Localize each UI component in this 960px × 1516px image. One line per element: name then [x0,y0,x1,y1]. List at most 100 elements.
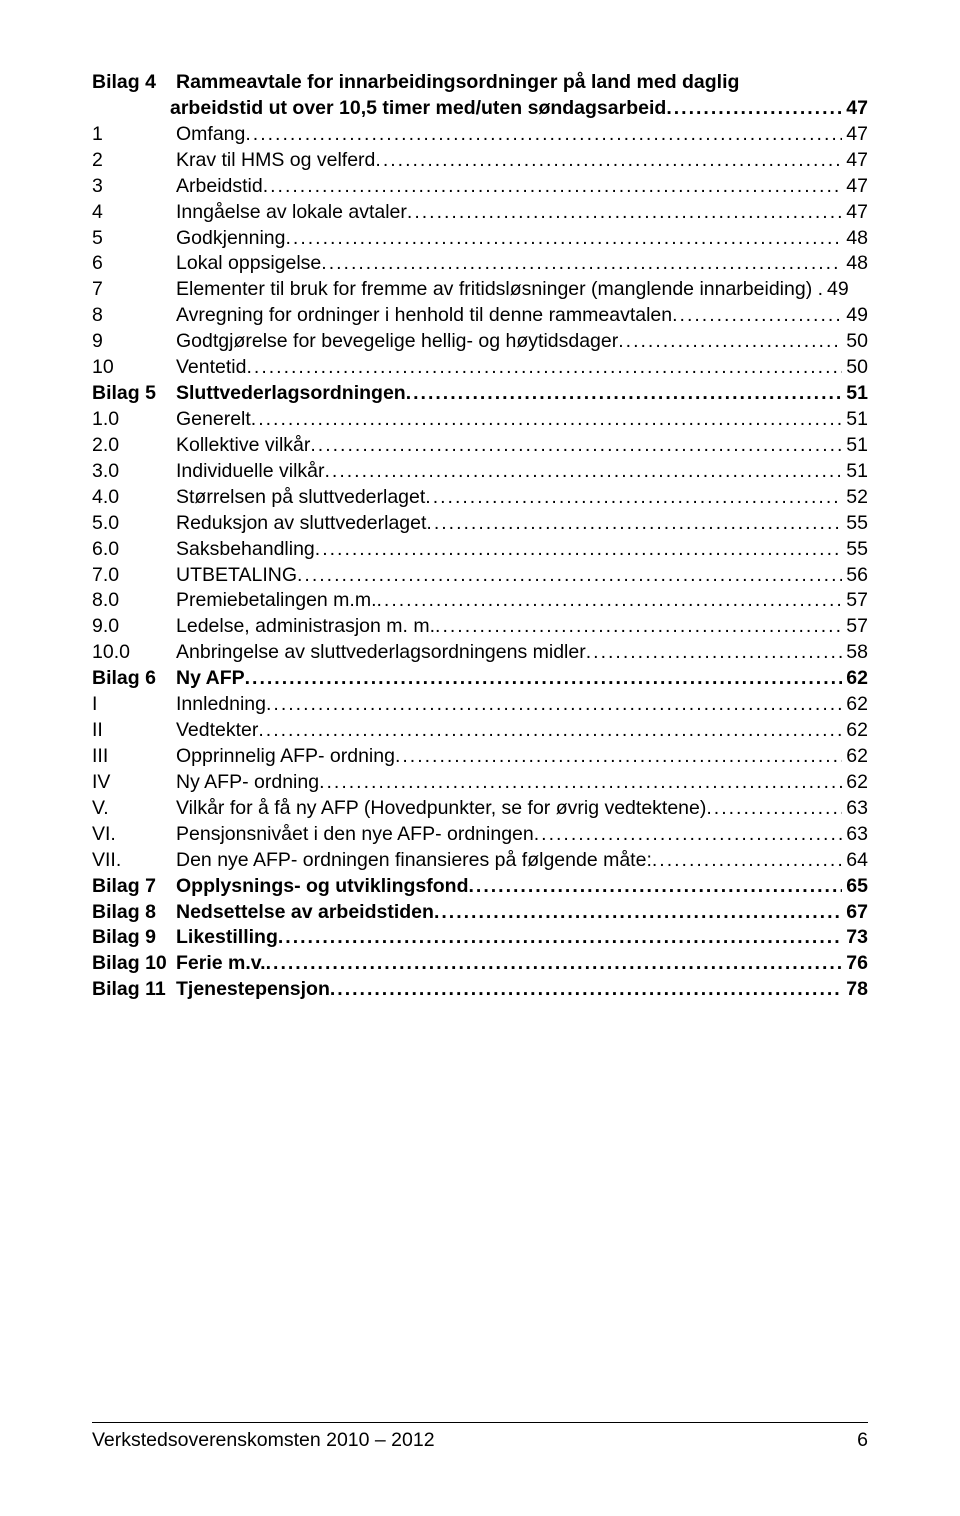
toc-entry: 5 Godkjenning 48 [92,226,868,252]
toc-title: Krav til HMS og velferd [176,148,375,174]
toc-num: VI. [92,822,176,848]
toc-leader-dots [426,511,842,537]
toc-num: 7 [92,277,176,303]
toc-page: 51 [842,433,868,459]
toc-num: 7.0 [92,563,176,589]
toc-entry: 7.0 UTBETALING 56 [92,563,868,589]
toc-leader-dots [377,588,843,614]
toc-num: Bilag 11 [92,977,176,1003]
toc-leader-dots [330,977,842,1003]
toc-title: Innledning [176,692,266,718]
toc-page: 65 [842,874,868,900]
toc-entry: 1.0 Generelt 51 [92,407,868,433]
toc-entry: 6 Lokal oppsigelse 48 [92,251,868,277]
toc-title: Størrelsen på sluttvederlaget [176,485,425,511]
toc-num: VII. [92,848,176,874]
toc-title: Vedtekter [176,718,258,744]
toc-title: Ny AFP [176,666,245,692]
toc-entry: II Vedtekter 62 [92,718,868,744]
toc-page: 67 [842,900,868,926]
toc-page: 57 [842,614,868,640]
toc-num: Bilag 6 [92,666,176,692]
toc-entry: 2.0 Kollektive vilkår 51 [92,433,868,459]
page-footer: Verkstedsoverenskomsten 2010 – 2012 6 [92,1422,868,1452]
toc-title: Premiebetalingen m.m. [176,588,377,614]
toc-page: 51 [842,407,868,433]
toc-num: 10.0 [92,640,176,666]
toc-page: 78 [842,977,868,1003]
toc-entry: 10 Ventetid 50 [92,355,868,381]
toc-title: Rammeavtale for innarbeidingsordninger p… [176,70,868,96]
toc-num: 8 [92,303,176,329]
toc-num: Bilag 7 [92,874,176,900]
toc-title: UTBETALING [176,563,297,589]
toc-heading-bilag-11: Bilag 11 Tjenestepensjon 78 [92,977,868,1003]
toc-title: Lokal oppsigelse [176,251,321,277]
toc-num: 5.0 [92,511,176,537]
toc-title: Inngåelse av lokale avtaler [176,200,407,226]
toc-title: Ny AFP- ordning [176,770,319,796]
toc-page: 49 [823,277,849,303]
toc-entry: 9 Godtgjørelse for bevegelige hellig- og… [92,329,868,355]
toc-entry: 5.0 Reduksjon av sluttvederlaget 55 [92,511,868,537]
toc-leader-dots [586,640,843,666]
toc-leader-dots [652,848,842,874]
toc-leader-dots [435,614,842,640]
document-page: Bilag 4 Rammeavtale for innarbeidingsord… [0,0,960,1516]
toc-title: Reduksjon av sluttvederlaget [176,511,426,537]
toc-num: 9.0 [92,614,176,640]
toc-title: Opplysnings- og utviklingsfond [176,874,469,900]
toc-leader-dots [266,951,843,977]
toc-title: Nedsettelse av arbeidstiden [176,900,434,926]
toc-page: 58 [842,640,868,666]
toc-page: 47 [842,122,868,148]
toc-leader-dots [534,822,843,848]
toc-num: 2 [92,148,176,174]
toc-leader-dots [245,122,842,148]
toc-num: Bilag 8 [92,900,176,926]
toc-title: Opprinnelig AFP- ordning [176,744,395,770]
toc-leader-dots [286,226,843,252]
toc-num: 4.0 [92,485,176,511]
toc-page: 63 [842,822,868,848]
toc-num: Bilag 9 [92,925,176,951]
toc-num: Bilag 10 [92,951,176,977]
toc-heading-bilag-7: Bilag 7 Opplysnings- og utviklingsfond 6… [92,874,868,900]
toc-entry: 10.0 Anbringelse av sluttvederlagsordnin… [92,640,868,666]
toc-title: Generelt [176,407,251,433]
toc-title: Arbeidstid [176,174,263,200]
toc-page: 55 [842,537,868,563]
toc-num: 1 [92,122,176,148]
toc-num: 3.0 [92,459,176,485]
toc-entry: 8 Avregning for ordninger i henhold til … [92,303,868,329]
toc-title: Anbringelse av sluttvederlagsordningens … [176,640,586,666]
toc-num: 1.0 [92,407,176,433]
toc-page: 57 [842,588,868,614]
toc-entry: VI. Pensjonsnivået i den nye AFP- ordnin… [92,822,868,848]
toc-num: 6 [92,251,176,277]
toc-title: Ventetid [176,355,246,381]
toc-entry: 3 Arbeidstid 47 [92,174,868,200]
toc-heading-bilag-8: Bilag 8 Nedsettelse av arbeidstiden 67 [92,900,868,926]
toc-heading-bilag-10: Bilag 10 Ferie m.v. 76 [92,951,868,977]
toc-page: 48 [842,226,868,252]
toc-entry: IV Ny AFP- ordning 62 [92,770,868,796]
table-of-contents: Bilag 4 Rammeavtale for innarbeidingsord… [92,70,868,1003]
toc-page: 47 [842,96,868,122]
toc-page: 47 [842,148,868,174]
toc-page: 50 [842,329,868,355]
toc-page: 56 [842,563,868,589]
toc-page: 73 [842,925,868,951]
toc-leader-dots [319,770,842,796]
toc-page: 51 [842,381,868,407]
toc-num: 9 [92,329,176,355]
toc-page: 51 [842,459,868,485]
toc-title: Saksbehandling [176,537,315,563]
toc-num: Bilag 4 [92,70,176,96]
toc-leader-dots [310,433,842,459]
toc-page: 62 [842,744,868,770]
toc-leader-dots [325,459,843,485]
toc-num: V. [92,796,176,822]
toc-entry: III Opprinnelig AFP- ordning 62 [92,744,868,770]
toc-page: 62 [842,770,868,796]
